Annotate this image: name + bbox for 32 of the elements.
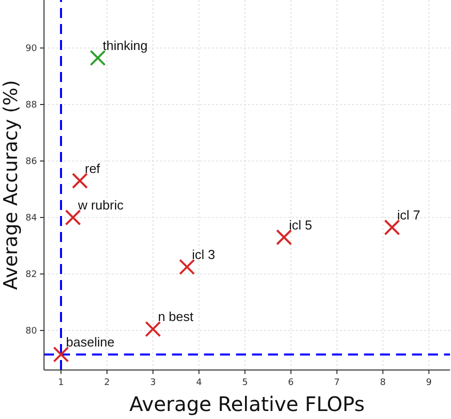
point xyxy=(276,229,292,246)
y-tick-label: 84 xyxy=(26,213,38,224)
y-tick-label: 90 xyxy=(26,44,38,54)
x-axis-title: Average Relative FLOPs xyxy=(129,392,365,416)
point xyxy=(72,172,88,189)
y-tick-label: 88 xyxy=(26,100,38,111)
annotation: icl 7 xyxy=(397,207,420,222)
x-tick-label: 3 xyxy=(150,378,156,388)
x-tick-label: 4 xyxy=(196,378,202,388)
y-axis-title: Average Accuracy (%) xyxy=(0,80,22,290)
x-tick-label: 1 xyxy=(58,378,64,388)
point xyxy=(178,258,195,275)
annotation: baseline xyxy=(66,334,114,350)
y-tick-label: 80 xyxy=(26,326,38,336)
x-tick-label: 7 xyxy=(334,378,340,388)
x-tick-label: 6 xyxy=(288,378,294,388)
point xyxy=(384,219,400,236)
point xyxy=(144,321,161,338)
annotation: ref xyxy=(84,160,100,176)
x-tick-label: 9 xyxy=(426,378,432,388)
annotation: thinking xyxy=(102,38,148,53)
annotation: n best xyxy=(158,309,194,324)
x-tick-label: 8 xyxy=(380,378,386,388)
y-tick-label: 86 xyxy=(26,156,38,167)
annotation: icl 3 xyxy=(192,246,216,262)
y-tick-label: 82 xyxy=(26,270,37,280)
annotation: w rubric xyxy=(76,197,124,212)
annotation: icl 5 xyxy=(289,217,312,232)
x-tick-label: 5 xyxy=(242,378,248,388)
x-tick-label: 2 xyxy=(104,378,110,388)
point xyxy=(53,346,70,362)
point xyxy=(64,209,81,226)
